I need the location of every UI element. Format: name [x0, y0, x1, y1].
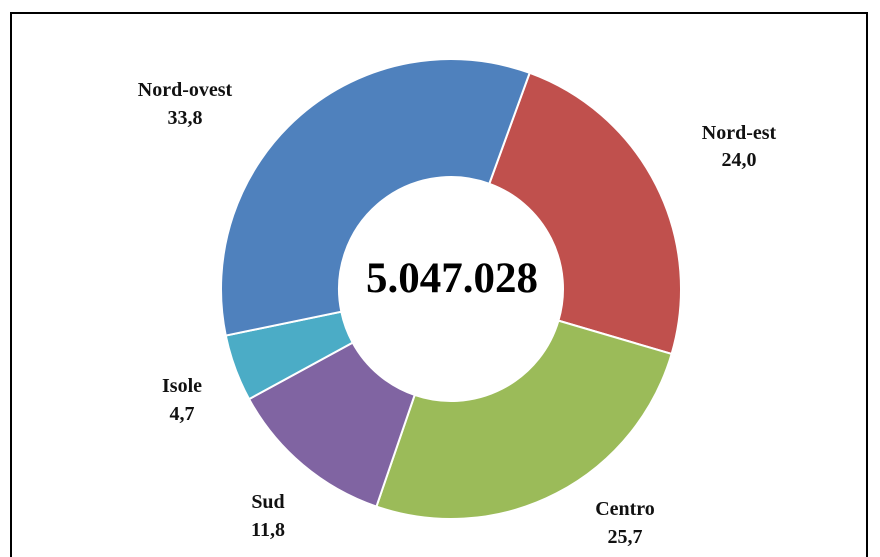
slice-nord-est [488, 71, 682, 356]
value-nord-est: 24,0 [722, 149, 757, 171]
label-nord-est: Nord-est [702, 122, 777, 144]
center-total-label: 5.047.028 [366, 255, 538, 302]
value-sud: 11,8 [251, 519, 285, 541]
value-nord-ovest: 33,8 [168, 107, 203, 129]
value-isole: 4,7 [170, 403, 195, 425]
slice-nord-ovest [220, 58, 531, 337]
label-sud: Sud [251, 491, 284, 513]
value-centro: 25,7 [608, 526, 643, 548]
slice-centro [375, 319, 673, 520]
label-nord-ovest: Nord-ovest [138, 79, 233, 101]
label-isole: Isole [162, 375, 202, 397]
label-centro: Centro [595, 498, 655, 520]
slices [220, 58, 682, 520]
